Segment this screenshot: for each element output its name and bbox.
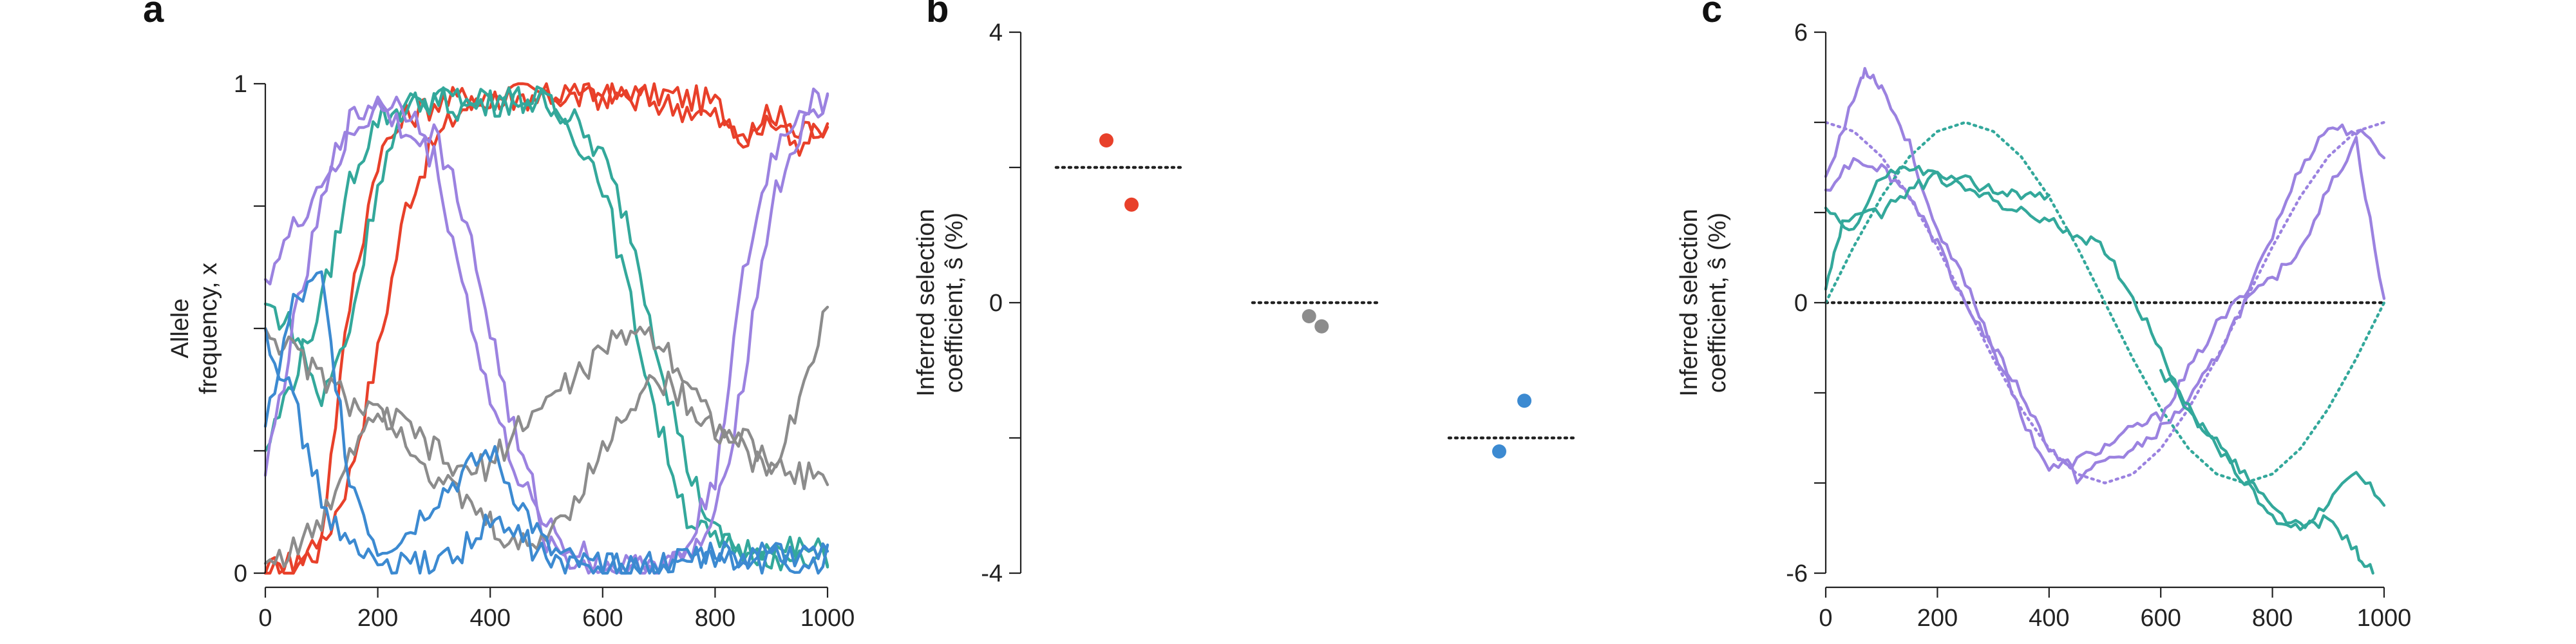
x-tick-label: 0: [1819, 605, 1832, 632]
y-axis-title-line: frequency, x: [195, 263, 222, 394]
y-axis-title-line: coefficient, ŝ (%): [1704, 213, 1731, 393]
inferred-point: [1099, 133, 1113, 147]
inferred-point: [1314, 319, 1329, 334]
y-axis-title: Inferred selectioncoefficient, ŝ (%): [913, 209, 968, 397]
panel-c-series-line: [1824, 165, 2386, 531]
panel-a-label: a: [143, 0, 164, 30]
y-tick-label: -6: [1786, 560, 1808, 587]
panel-c-series-line: [1824, 136, 2386, 485]
x-tick-label: 600: [582, 605, 623, 632]
panel-a-series-line: [263, 327, 829, 575]
panel-b-label: b: [926, 0, 949, 30]
y-tick-label: 0: [234, 560, 247, 587]
y-tick-label: 0: [989, 290, 1003, 317]
x-tick-label: 200: [1917, 605, 1958, 632]
panel-a-line-chart: 0 1 0 200 400 600 800 1000 Allelefrequency, x: [167, 71, 855, 632]
panel-b-scatter-chart: -4 0 4 Inferred selectioncoefficient, ŝ (%): [913, 19, 1577, 587]
y-tick-label: -4: [981, 560, 1003, 587]
y-axis-title: Inferred selectioncoefficient, ŝ (%): [1676, 209, 1731, 397]
y-axis-title-line: coefficient, ŝ (%): [941, 213, 968, 393]
inferred-point: [1124, 197, 1139, 212]
y-axis-title-line: Inferred selection: [913, 209, 940, 397]
y-axis-title-line: Inferred selection: [1676, 209, 1703, 397]
y-axis-title: Allelefrequency, x: [167, 263, 222, 394]
x-tick-label: 400: [2029, 605, 2069, 632]
y-axis-title-line: Allele: [167, 299, 194, 359]
y-tick-label: 1: [234, 71, 247, 98]
y-tick-label: 6: [1794, 19, 1808, 46]
panel-a-series-line: [263, 85, 829, 572]
panel-c-label: c: [1701, 0, 1722, 30]
panel-c-series-line: [2159, 368, 2374, 575]
panel-a-series-line: [263, 305, 829, 482]
x-tick-label: 400: [469, 605, 510, 632]
true-selection-curve: [1824, 120, 2386, 485]
panel-a-series-line: [263, 86, 829, 570]
y-tick-label: 4: [989, 19, 1003, 46]
inferred-point: [1492, 444, 1506, 459]
inferred-point: [1517, 393, 1532, 408]
x-tick-label: 800: [2252, 605, 2293, 632]
panel-a-series-line: [263, 87, 829, 575]
inferred-point: [1302, 309, 1316, 323]
x-tick-label: 1000: [2357, 605, 2412, 632]
x-tick-label: 200: [357, 605, 398, 632]
x-tick-label: 800: [695, 605, 735, 632]
x-tick-label: 1000: [800, 605, 855, 632]
x-tick-label: 0: [258, 605, 272, 632]
panel-a-series-line: [263, 82, 829, 575]
panel-a-series-line: [263, 270, 829, 575]
y-tick-label: 0: [1794, 290, 1808, 317]
x-tick-label: 600: [2140, 605, 2181, 632]
panel-c-series-line: [1824, 67, 2386, 472]
panel-c-line-chart: -6 0 6 0 200 400 600 800 1000 Inferred selectionc…: [1676, 19, 2411, 632]
